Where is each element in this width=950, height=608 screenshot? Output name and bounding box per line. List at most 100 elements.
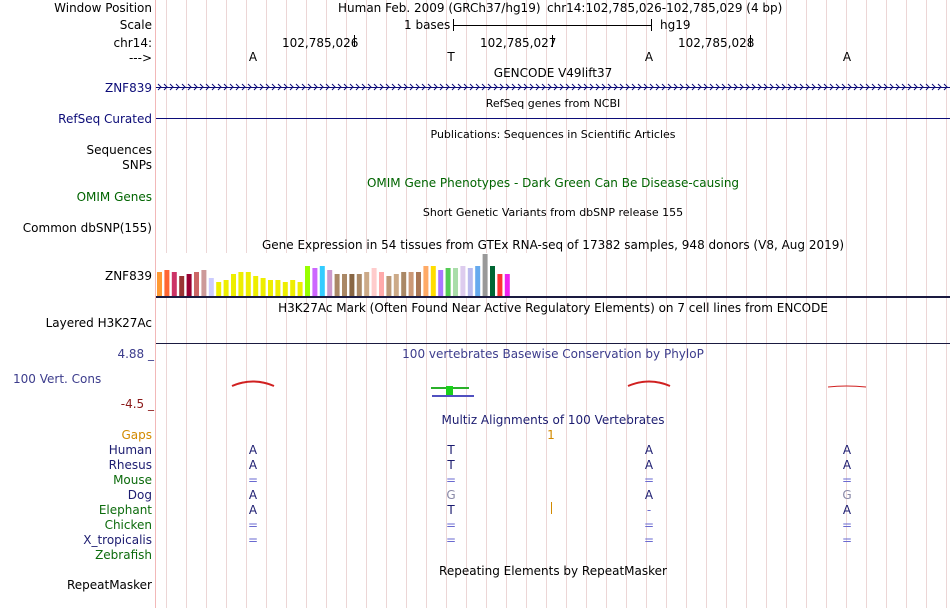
phylop-wiggle[interactable] bbox=[156, 375, 950, 415]
scale-label: Scale bbox=[119, 18, 152, 32]
alignment-base: A bbox=[644, 488, 654, 502]
gtex-tissue-bar bbox=[438, 270, 444, 296]
grid-line bbox=[426, 0, 427, 608]
gtex-tissue-bar bbox=[408, 272, 414, 296]
strand-chevron bbox=[685, 83, 690, 91]
gtex-tissue-bar bbox=[157, 272, 162, 296]
multiz-track-title[interactable]: Multiz Alignments of 100 Vertebrates bbox=[441, 413, 665, 427]
repeatmasker-track-label[interactable]: RepeatMasker bbox=[66, 578, 152, 592]
grid-line bbox=[766, 0, 767, 608]
strand-chevron bbox=[787, 83, 792, 91]
refseq-track-title[interactable]: RefSeq genes from NCBI bbox=[485, 97, 621, 110]
phylop-min-label: -4.5 _ bbox=[120, 397, 154, 411]
strand-chevron bbox=[415, 83, 420, 91]
grid-line bbox=[446, 0, 447, 608]
grid-line bbox=[686, 0, 687, 608]
strand-chevron bbox=[913, 83, 918, 91]
strand-label: ---> bbox=[128, 51, 152, 65]
phylop-track-label[interactable]: 100 Vert. Cons bbox=[13, 372, 102, 386]
alignment-base: T bbox=[447, 503, 455, 517]
alignment-base: A bbox=[644, 443, 654, 457]
strand-chevron bbox=[907, 83, 912, 91]
refseq-track-label[interactable]: RefSeq Curated bbox=[58, 112, 152, 126]
repeatmasker-track-title[interactable]: Repeating Elements by RepeatMasker bbox=[439, 564, 667, 578]
grid-line bbox=[906, 0, 907, 608]
gencode-track-title[interactable]: GENCODE V49lift37 bbox=[493, 66, 613, 80]
dbsnp-track-label[interactable]: Common dbSNP(155) bbox=[22, 221, 152, 235]
phylop-track-title[interactable]: 100 vertebrates Basewise Conservation by… bbox=[402, 347, 704, 361]
strand-chevron bbox=[751, 83, 756, 91]
strand-chevron bbox=[403, 83, 408, 91]
grid-line bbox=[606, 0, 607, 608]
strand-chevron bbox=[763, 83, 768, 91]
h3k27ac-track-title[interactable]: H3K27Ac Mark (Often Found Near Active Re… bbox=[278, 301, 828, 315]
grid-line bbox=[586, 0, 587, 608]
alignment-base: A bbox=[248, 488, 258, 502]
gtex-track-title[interactable]: Gene Expression in 54 tissues from GTEx … bbox=[261, 238, 845, 252]
gtex-tissue-bar bbox=[342, 274, 347, 296]
dbsnp-track-title[interactable]: Short Genetic Variants from dbSNP releas… bbox=[422, 206, 684, 219]
h3k27ac-track-label[interactable]: Layered H3K27Ac bbox=[45, 316, 152, 330]
grid-line bbox=[206, 0, 207, 608]
species-label-human[interactable]: Human bbox=[108, 443, 152, 457]
grid-line bbox=[486, 0, 487, 608]
refseq-gene-feature[interactable] bbox=[156, 118, 950, 119]
gtex-tissue-bar bbox=[253, 276, 259, 296]
species-label-zebrafish[interactable]: Zebrafish bbox=[95, 548, 152, 562]
gtex-tissue-bar bbox=[290, 280, 296, 296]
strand-chevron bbox=[427, 83, 432, 91]
species-label-x_tropicalis[interactable]: X_tropicalis bbox=[83, 533, 152, 547]
alignment-base: A bbox=[842, 458, 852, 472]
gtex-tissue-bar bbox=[490, 266, 495, 296]
strand-chevron bbox=[553, 83, 558, 91]
grid-line bbox=[846, 0, 847, 608]
gtex-bar-chart[interactable] bbox=[156, 253, 950, 297]
gtex-track-label[interactable]: ZNF839 bbox=[104, 269, 152, 283]
alignment-base: G bbox=[446, 488, 456, 502]
strand-chevron bbox=[805, 83, 810, 91]
omim-track-title[interactable]: OMIM Gene Phenotypes - Dark Green Can Be… bbox=[366, 176, 740, 190]
species-label-dog[interactable]: Dog bbox=[127, 488, 152, 502]
gtex-tissue-bar bbox=[194, 272, 199, 296]
grid-line bbox=[826, 0, 827, 608]
strand-chevron bbox=[241, 83, 246, 91]
species-label-rhesus[interactable]: Rhesus bbox=[108, 458, 152, 472]
strand-chevron bbox=[739, 83, 744, 91]
strand-chevron bbox=[463, 83, 468, 91]
gtex-tissue-bar bbox=[327, 270, 333, 296]
publications-sequences-label[interactable]: Sequences bbox=[86, 143, 152, 157]
coord-2: 102,785,027 bbox=[480, 36, 557, 50]
strand-chevron bbox=[757, 83, 762, 91]
species-label-mouse[interactable]: Mouse bbox=[113, 473, 152, 487]
alignment-base: = bbox=[841, 533, 853, 547]
grid-line bbox=[926, 0, 927, 608]
strand-chevron bbox=[637, 83, 642, 91]
strand-chevron bbox=[931, 83, 936, 91]
gencode-track-label[interactable]: ZNF839 bbox=[104, 81, 152, 95]
alignment-base: = bbox=[445, 473, 457, 487]
strand-chevron bbox=[265, 83, 270, 91]
phylop-blue-block bbox=[432, 395, 474, 397]
grid-line bbox=[566, 0, 567, 608]
alignment-base: A bbox=[842, 503, 852, 517]
grid-line bbox=[946, 0, 947, 608]
position-text[interactable]: chr14:102,785,026-102,785,029 (4 bp) bbox=[547, 1, 783, 15]
publications-snps-label[interactable]: SNPs bbox=[122, 158, 152, 172]
strand-chevron bbox=[925, 83, 930, 91]
strand-chevron bbox=[271, 83, 276, 91]
grid-line bbox=[726, 0, 727, 608]
ref-base: A bbox=[842, 50, 852, 64]
species-label-chicken[interactable]: Chicken bbox=[104, 518, 152, 532]
grid-line bbox=[226, 0, 227, 608]
strand-chevron bbox=[217, 83, 222, 91]
publications-track-title[interactable]: Publications: Sequences in Scientific Ar… bbox=[430, 128, 676, 141]
strand-chevron bbox=[631, 83, 636, 91]
alignment-base: A bbox=[842, 443, 852, 457]
omim-track-label[interactable]: OMIM Genes bbox=[76, 190, 152, 204]
grid-line bbox=[366, 0, 367, 608]
strand-chevron bbox=[379, 83, 384, 91]
strand-chevron bbox=[307, 83, 312, 91]
species-label-elephant[interactable]: Elephant bbox=[98, 503, 152, 517]
gtex-tissue-bar bbox=[231, 274, 236, 296]
gtex-tissue-bar bbox=[416, 272, 421, 296]
